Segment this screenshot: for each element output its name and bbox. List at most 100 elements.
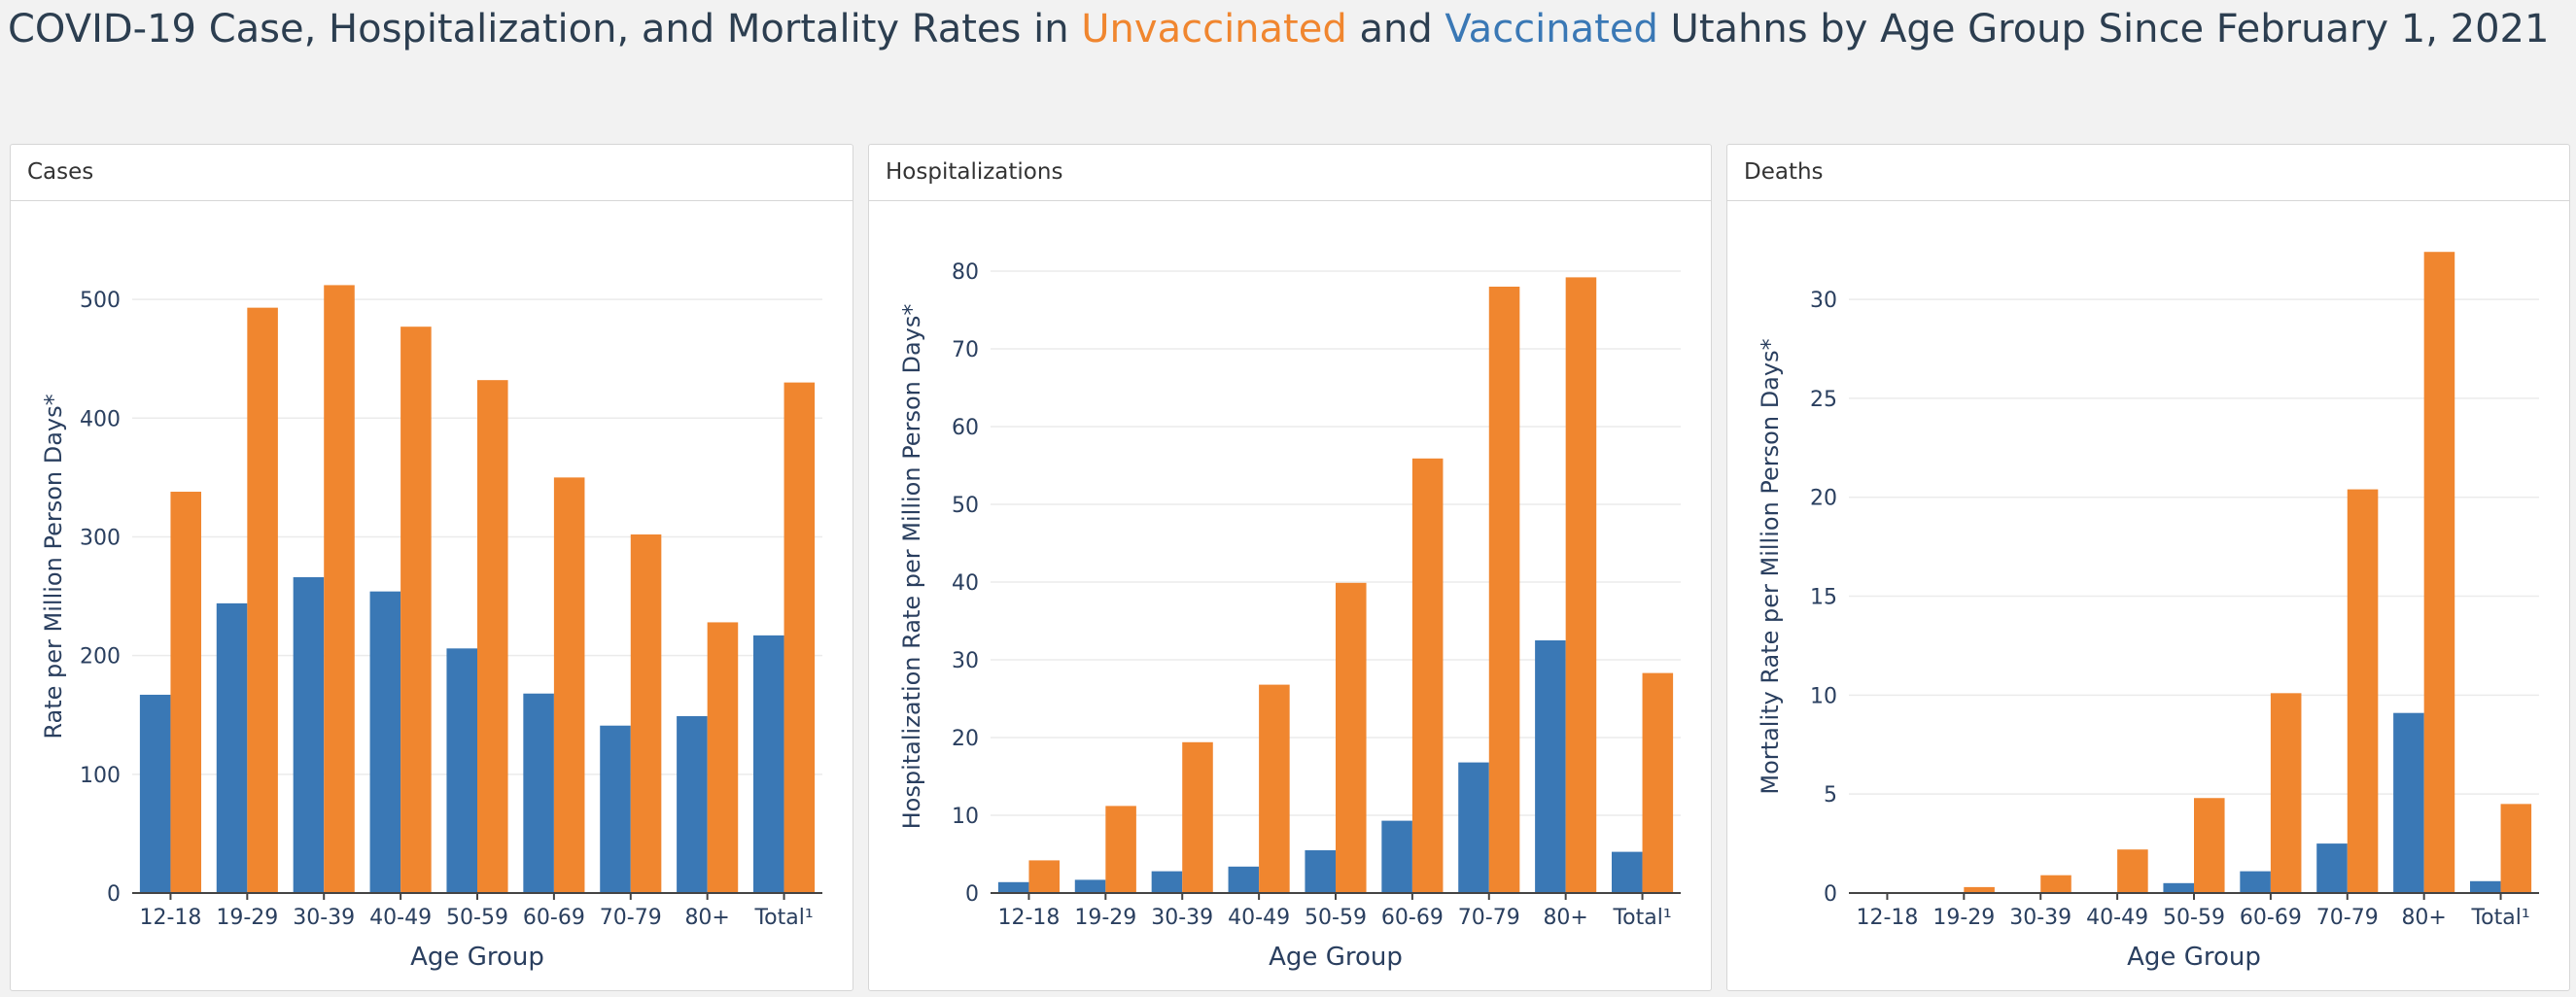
unvaccinated-bar [2040,875,2071,893]
y-tick-label: 400 [80,407,121,431]
x-tick-label: 60-69 [523,906,585,930]
y-tick-label: 20 [1810,487,1837,511]
title-suffix: Utahns by Age Group Since February 1, 20… [1657,7,2550,52]
title-vaccinated: Vaccinated [1445,7,1658,52]
y-tick-label: 100 [80,764,121,788]
x-tick-label: 19-29 [216,906,278,930]
x-tick-label: 80+ [2401,906,2446,930]
y-tick-label: 0 [1824,882,1837,907]
vaccinated-bar [1535,640,1566,893]
title-unvaccinated: Unvaccinated [1081,7,1347,52]
x-tick-label: Total¹ [1612,906,1671,930]
unvaccinated-bar [1642,672,1674,893]
vaccinated-bar [1305,850,1336,893]
y-tick-label: 200 [80,645,121,670]
unvaccinated-bar [2347,489,2379,893]
y-tick-label: 40 [952,571,979,596]
y-tick-label: 0 [965,882,979,907]
vaccinated-bar [139,694,171,893]
deaths-panel-header: Deaths [1727,145,2569,201]
x-tick-label: 12-18 [139,906,201,930]
y-tick-label: 70 [952,338,979,362]
unvaccinated-bar [400,327,432,893]
x-axis-title: Age Group [2127,943,2261,972]
x-tick-label: 30-39 [2009,906,2071,930]
unvaccinated-bar [1565,277,1597,893]
deaths-chart: 0 5 10 15 20 25 30 12-18 19-29 30-39 40-49 50-59 60-… [1757,252,2539,972]
x-tick-label: 19-29 [1932,906,1995,930]
y-axis-title: Rate per Million Person Days* [40,394,67,739]
x-tick-label: 50-59 [1305,906,1367,930]
x-tick-label: 70-79 [2316,906,2379,930]
y-tick-label: 10 [1810,684,1837,708]
y-axis-title: Mortality Rate per Million Person Days* [1757,338,1784,794]
y-tick-label: 10 [952,805,979,829]
y-tick-label: 60 [952,416,979,440]
y-tick-label: 15 [1810,586,1837,610]
unvaccinated-bar [553,477,585,893]
cases-chart: 0 100 200 300 400 500 12-18 19-29 30-39 40-49 50-5… [40,285,822,972]
x-tick-label: 60-69 [1381,906,1444,930]
unvaccinated-bar [1028,860,1060,893]
y-tick-label: 80 [952,260,979,285]
vaccinated-bar [2163,882,2194,893]
vaccinated-bar [1458,762,1489,893]
x-tick-label: 50-59 [2163,906,2225,930]
vaccinated-bar [446,648,477,893]
vaccinated-bar [1612,851,1643,893]
y-tick-label: 25 [1810,388,1837,412]
unvaccinated-bar [1488,287,1520,893]
unvaccinated-bar [247,307,278,893]
vaccinated-bar [2240,871,2271,893]
unvaccinated-bar [707,622,739,893]
unvaccinated-bar [1182,741,1213,893]
unvaccinated-bar [1105,806,1136,893]
title-and: and [1346,7,1445,52]
x-tick-label: 60-69 [2240,906,2302,930]
unvaccinated-bar [630,534,662,893]
deaths-panel: Deaths 0 5 10 15 20 25 30 12-18 19-29 30-39 40-49 5… [1726,144,2570,991]
x-tick-label: 70-79 [1458,906,1520,930]
vaccinated-bar [600,725,631,893]
x-tick-label: 12-18 [1856,906,1918,930]
y-tick-label: 50 [952,494,979,518]
vaccinated-bar [753,635,784,893]
x-tick-label: 70-79 [600,906,662,930]
vaccinated-bar [1151,871,1183,893]
x-axis-title: Age Group [1269,943,1403,972]
x-tick-label: 30-39 [293,906,355,930]
x-tick-label: 50-59 [446,906,508,930]
vaccinated-bar [677,715,708,893]
unvaccinated-bar [2500,804,2532,893]
vaccinated-bar [293,576,325,893]
hospitalizations-panel: Hospitalizations 0 10 20 30 40 50 60 70 80 12-18 1… [868,144,1712,991]
unvaccinated-bar [783,382,816,893]
unvaccinated-bar [324,285,355,893]
hospitalizations-chart: 0 10 20 30 40 50 60 70 80 12-18 19-29 30-39 40-49 50-… [898,260,1681,972]
unvaccinated-bar [477,380,508,893]
x-tick-label: 30-39 [1151,906,1213,930]
x-tick-label: 80+ [684,906,729,930]
x-tick-label: 12-18 [997,906,1060,930]
unvaccinated-bar [1336,582,1367,893]
y-tick-label: 0 [107,882,121,907]
unvaccinated-bar [1259,684,1290,893]
x-tick-label: 19-29 [1074,906,1136,930]
vaccinated-bar [2470,880,2501,893]
vaccinated-bar [1381,820,1412,893]
vaccinated-bar [2316,843,2348,893]
vaccinated-bar [1228,866,1260,893]
y-tick-label: 5 [1824,783,1837,808]
y-tick-label: 300 [80,526,121,550]
y-tick-label: 30 [1810,289,1837,313]
y-tick-label: 30 [952,649,979,673]
vaccinated-bar [1074,879,1106,893]
unvaccinated-bar [1411,458,1444,893]
x-tick-label: 40-49 [1228,906,1290,930]
unvaccinated-bar [2194,798,2225,893]
unvaccinated-bar [2270,693,2302,893]
y-axis-title: Hospitalization Rate per Million Person … [898,304,925,830]
vaccinated-bar [2393,712,2424,893]
x-tick-label: Total¹ [2470,906,2529,930]
vaccinated-bar [369,591,401,893]
